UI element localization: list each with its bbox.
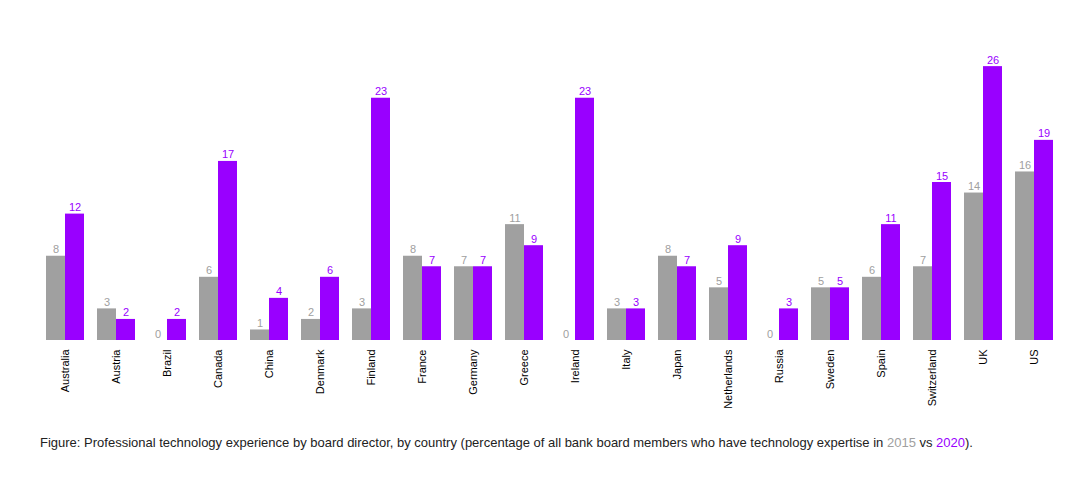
svg-text:5: 5 bbox=[837, 275, 843, 287]
svg-text:Japan: Japan bbox=[671, 350, 683, 380]
svg-text:14: 14 bbox=[968, 180, 980, 192]
svg-text:US: US bbox=[1028, 350, 1040, 365]
svg-text:23: 23 bbox=[375, 85, 387, 97]
svg-text:6: 6 bbox=[206, 264, 212, 276]
svg-text:Ireland: Ireland bbox=[569, 350, 581, 384]
svg-text:2: 2 bbox=[174, 306, 180, 318]
svg-text:Brazil: Brazil bbox=[161, 350, 173, 378]
svg-text:11: 11 bbox=[885, 212, 896, 224]
svg-text:4: 4 bbox=[276, 285, 282, 297]
svg-text:Canada: Canada bbox=[212, 349, 224, 388]
svg-text:UK: UK bbox=[977, 349, 989, 365]
svg-text:Australia: Australia bbox=[59, 349, 71, 393]
svg-text:7: 7 bbox=[429, 254, 435, 266]
svg-text:8: 8 bbox=[53, 243, 59, 255]
svg-text:0: 0 bbox=[563, 328, 569, 340]
svg-text:8: 8 bbox=[410, 243, 416, 255]
svg-text:19: 19 bbox=[1038, 127, 1050, 139]
svg-text:Denmark: Denmark bbox=[314, 349, 326, 394]
svg-text:China: China bbox=[263, 349, 275, 379]
svg-text:26: 26 bbox=[987, 54, 999, 66]
html-text:Figure: Professional technolog: Figure: Professional technology experien… bbox=[40, 435, 973, 450]
svg-text:7: 7 bbox=[480, 254, 486, 266]
svg-text:3: 3 bbox=[633, 296, 639, 308]
svg-text:16: 16 bbox=[1019, 159, 1031, 171]
svg-text:2: 2 bbox=[123, 306, 129, 318]
svg-text:9: 9 bbox=[531, 233, 537, 245]
svg-text:6: 6 bbox=[869, 264, 875, 276]
svg-text:0: 0 bbox=[155, 328, 161, 340]
svg-text:1: 1 bbox=[257, 317, 263, 329]
svg-text:9: 9 bbox=[735, 233, 741, 245]
svg-text:France: France bbox=[416, 350, 428, 384]
svg-text:2: 2 bbox=[308, 306, 314, 318]
svg-text:Italy: Italy bbox=[620, 349, 632, 370]
svg-text:Switzerland: Switzerland bbox=[926, 350, 938, 407]
svg-text:12: 12 bbox=[69, 201, 81, 213]
svg-text:Netherlands: Netherlands bbox=[722, 349, 734, 409]
svg-text:5: 5 bbox=[818, 275, 824, 287]
svg-text:7: 7 bbox=[920, 254, 926, 266]
svg-text:23: 23 bbox=[579, 85, 591, 97]
svg-text:3: 3 bbox=[786, 296, 792, 308]
svg-text:Greece: Greece bbox=[518, 350, 530, 386]
svg-text:Sweden: Sweden bbox=[824, 350, 836, 390]
svg-text:3: 3 bbox=[614, 296, 620, 308]
svg-text:15: 15 bbox=[936, 170, 948, 182]
svg-text:6: 6 bbox=[327, 264, 333, 276]
svg-text:5: 5 bbox=[716, 275, 722, 287]
svg-text:Germany: Germany bbox=[467, 349, 479, 395]
svg-text:17: 17 bbox=[222, 148, 234, 160]
svg-text:3: 3 bbox=[359, 296, 365, 308]
svg-text:11: 11 bbox=[509, 212, 520, 224]
svg-text:8: 8 bbox=[665, 243, 671, 255]
svg-text:Spain: Spain bbox=[875, 350, 887, 378]
svg-text:Finland: Finland bbox=[365, 350, 377, 386]
svg-text:Russia: Russia bbox=[773, 349, 785, 384]
svg-text:0: 0 bbox=[767, 328, 773, 340]
svg-text:3: 3 bbox=[104, 296, 110, 308]
svg-text:7: 7 bbox=[684, 254, 690, 266]
svg-text:Austria: Austria bbox=[110, 349, 122, 384]
svg-text:7: 7 bbox=[461, 254, 467, 266]
